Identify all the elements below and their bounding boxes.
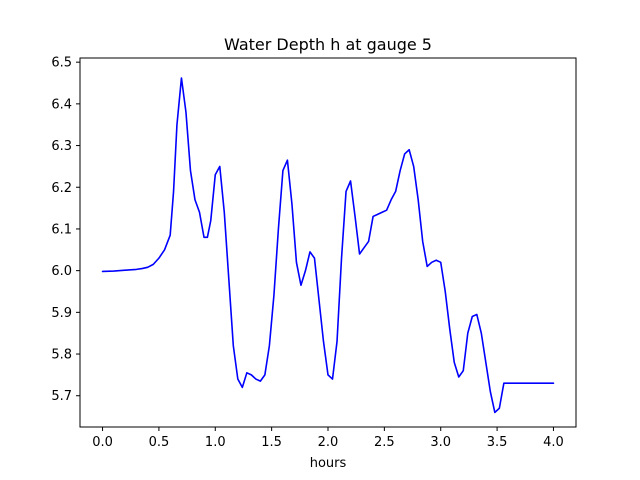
- x-tick-label: 1.0: [205, 435, 226, 450]
- y-tick-label: 6.4: [51, 97, 72, 112]
- chart-title: Water Depth h at gauge 5: [224, 35, 432, 54]
- y-tick-label: 6.0: [51, 264, 72, 279]
- x-tick-label: 0.5: [149, 435, 170, 450]
- plot-area: [79, 57, 577, 428]
- y-tick-label: 5.8: [51, 348, 72, 363]
- y-tick-label: 5.7: [51, 389, 72, 404]
- x-axis-label: hours: [310, 456, 347, 471]
- x-tick-label: 0.0: [92, 435, 113, 450]
- series-line-0: [101, 77, 555, 414]
- x-tick-label: 1.5: [261, 435, 282, 450]
- x-tick-label: 4.0: [543, 435, 564, 450]
- y-tick-label: 6.5: [51, 56, 72, 71]
- x-tick-label: 2.5: [374, 435, 395, 450]
- y-tick-label: 5.9: [51, 306, 72, 321]
- y-tick-label: 6.3: [51, 139, 72, 154]
- x-tick-label: 2.0: [318, 435, 339, 450]
- x-tick-label: 3.5: [487, 435, 508, 450]
- y-tick-label: 6.1: [51, 222, 72, 237]
- x-axis: 0.0 0.5 1.0 1.5 2.0 2.5 3.0 3.5 4.0: [92, 427, 564, 450]
- x-tick-label: 3.0: [430, 435, 451, 450]
- y-tick-label: 6.2: [51, 181, 72, 196]
- y-axis: 5.7 5.8 5.9 6.0 6.1 6.2 6.3 6.4 6.5: [51, 56, 80, 404]
